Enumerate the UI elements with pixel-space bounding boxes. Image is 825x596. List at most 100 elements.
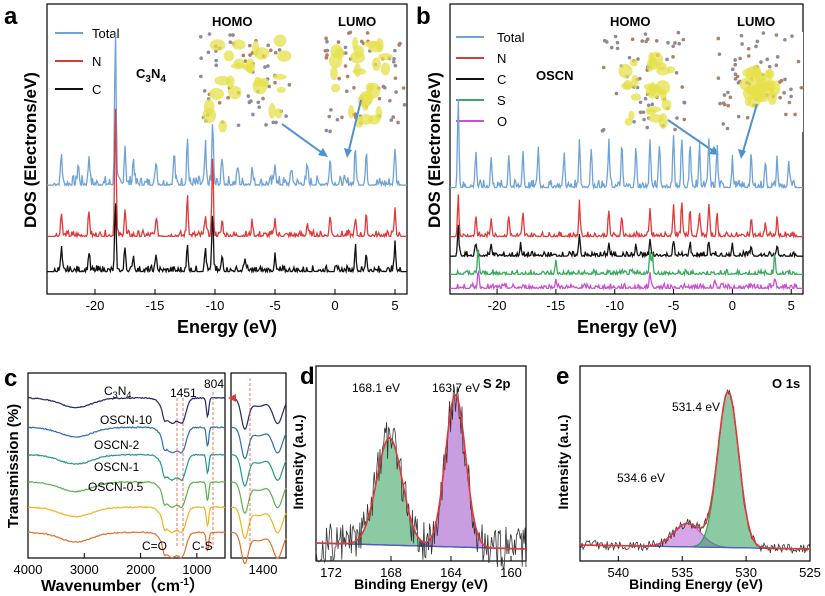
orbital-lobe bbox=[630, 93, 642, 101]
ftir-series-oscn-1 bbox=[27, 480, 226, 509]
panel-c-label: c bbox=[4, 365, 17, 392]
x-tick-label: -20 bbox=[86, 298, 105, 313]
orbital-lobe bbox=[233, 58, 245, 68]
atom bbox=[263, 65, 267, 69]
orbital-lobe bbox=[754, 69, 762, 78]
atom bbox=[738, 56, 742, 61]
atom bbox=[739, 33, 744, 38]
atom bbox=[396, 120, 400, 125]
label-oscn-1: OSCN-1 bbox=[94, 460, 140, 474]
atom bbox=[761, 31, 766, 35]
dos-series-total bbox=[47, 33, 407, 188]
peak-cs-label: C-S bbox=[192, 539, 213, 553]
dos-series-n bbox=[450, 194, 803, 239]
atom bbox=[217, 101, 222, 105]
x-tick-label: 4000 bbox=[14, 562, 43, 577]
orbital-lobe bbox=[353, 63, 362, 78]
atom bbox=[627, 55, 632, 60]
orbital-lobe bbox=[648, 114, 664, 123]
atom bbox=[287, 83, 292, 87]
x-tick-label: -10 bbox=[206, 298, 225, 313]
atom bbox=[726, 103, 731, 108]
atom bbox=[264, 123, 268, 127]
atom bbox=[402, 102, 407, 107]
atom bbox=[632, 119, 636, 124]
atom bbox=[682, 100, 686, 105]
orbital-lobe bbox=[765, 68, 775, 80]
legend-s-b: S bbox=[497, 93, 506, 108]
orbital-lobe bbox=[335, 48, 345, 59]
atom bbox=[643, 32, 648, 36]
ftir-inset-series-oscn-2 bbox=[230, 454, 287, 487]
lumo-arrowhead-a bbox=[344, 148, 352, 158]
atom bbox=[730, 67, 735, 72]
orbital-lobe bbox=[350, 51, 365, 64]
atom bbox=[717, 52, 722, 56]
atom bbox=[601, 127, 606, 132]
atom bbox=[202, 89, 207, 93]
atom bbox=[650, 102, 655, 107]
peak-co-label: C=O bbox=[142, 539, 167, 553]
atom bbox=[636, 57, 640, 61]
xps-envelope bbox=[316, 393, 526, 550]
panel-a-title: C3N4 bbox=[136, 66, 166, 85]
lumo-orbital-image-a bbox=[323, 30, 407, 134]
orbital-lobe bbox=[365, 82, 375, 93]
panel-c-frame bbox=[27, 372, 226, 559]
orbital-lobe bbox=[371, 57, 382, 71]
atom bbox=[323, 48, 328, 53]
panel-d-frame bbox=[315, 365, 527, 562]
orbital-lobe bbox=[274, 108, 283, 119]
peak-label-163: 163.7 eV bbox=[432, 381, 480, 395]
atom bbox=[266, 64, 270, 68]
x-tick-label: 2000 bbox=[126, 562, 155, 577]
atom bbox=[745, 115, 750, 120]
atom bbox=[630, 37, 635, 42]
atom bbox=[609, 45, 614, 50]
label-oscn-2: OSCN-2 bbox=[94, 438, 140, 452]
orbital-lobe bbox=[218, 120, 228, 133]
x-tick-label-inset: 1400 bbox=[249, 562, 278, 577]
orbital-lobe bbox=[214, 75, 231, 86]
panel-c: c C3N4 OSCN-10 OSCN-2 OSCN-1 OSCN-0.5 14… bbox=[4, 365, 287, 595]
atom bbox=[249, 99, 253, 103]
orbital-lobe bbox=[254, 47, 270, 60]
atom bbox=[645, 125, 650, 130]
lumo-arrowhead-b bbox=[738, 149, 746, 159]
atom bbox=[755, 39, 760, 44]
homo-orbital-image-a bbox=[198, 32, 292, 133]
atom bbox=[614, 91, 619, 96]
atom bbox=[388, 98, 392, 103]
panel-b-label: b bbox=[416, 3, 431, 30]
orbital-lobe bbox=[226, 75, 235, 89]
atom bbox=[329, 108, 333, 112]
ftir-series-oscn-0.5 bbox=[27, 505, 226, 534]
orbital-lobe bbox=[645, 84, 662, 99]
atom bbox=[340, 115, 344, 120]
atom bbox=[199, 74, 203, 79]
atom bbox=[231, 33, 235, 37]
atom bbox=[787, 100, 792, 105]
atom bbox=[352, 85, 356, 90]
atom bbox=[638, 110, 643, 115]
x-tick-label: 172 bbox=[320, 565, 342, 580]
atom bbox=[347, 31, 351, 35]
atom bbox=[640, 39, 645, 43]
label-c3n4: C3N4 bbox=[104, 384, 131, 400]
ftir-series bbox=[27, 396, 287, 565]
atom bbox=[273, 80, 277, 85]
atom bbox=[740, 42, 744, 46]
homo-label-a: HOMO bbox=[212, 14, 252, 29]
atom bbox=[248, 53, 252, 57]
xps-fit-peak bbox=[315, 394, 527, 550]
ftir-inset-series-oscn-10 bbox=[230, 426, 287, 460]
x-axis-label-d: Binding Energy (eV) bbox=[354, 576, 488, 592]
x-tick-label: 1000 bbox=[182, 562, 211, 577]
legend-n-a: N bbox=[92, 54, 101, 69]
panel-b: b Total N C S O OSCN HOMO LUMO -20 -15 -10… bbox=[416, 3, 804, 337]
panel-a: a Total N C C3N4 HOMO LUMO -20 -15 -10 -5 0 5… bbox=[4, 3, 408, 337]
atom bbox=[601, 65, 606, 70]
atom bbox=[681, 37, 686, 42]
x-ticks-c: 4000 3000 2000 1000 1400 bbox=[14, 553, 278, 577]
atom bbox=[721, 101, 726, 106]
